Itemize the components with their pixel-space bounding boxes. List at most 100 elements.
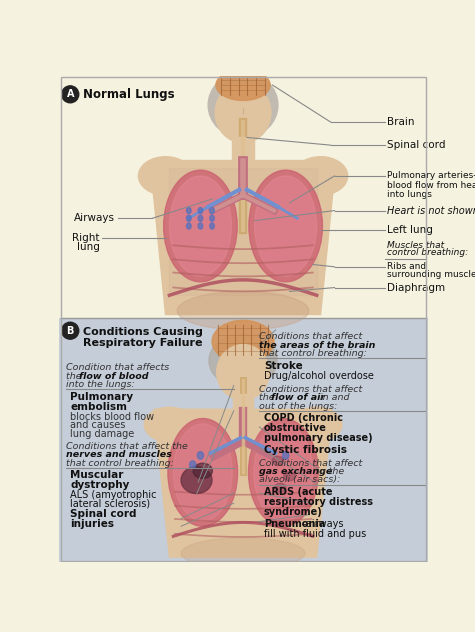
Ellipse shape [198,216,203,221]
Ellipse shape [187,207,191,214]
Text: Muscular: Muscular [70,470,124,480]
Text: Respiratory Failure: Respiratory Failure [83,338,202,348]
Text: in and: in and [317,393,350,402]
Ellipse shape [255,176,317,276]
Text: Ribs and: Ribs and [387,262,427,271]
Ellipse shape [198,223,203,229]
Ellipse shape [209,334,277,387]
Text: embolism: embolism [70,401,127,411]
Ellipse shape [212,320,274,363]
Text: Pulmonary: Pulmonary [70,392,133,401]
Bar [59,319,428,562]
Text: Pneumonia: Pneumonia [264,519,325,528]
Polygon shape [154,410,332,557]
Circle shape [62,322,79,339]
Ellipse shape [181,466,212,494]
Text: that control breathing:: that control breathing: [66,459,173,468]
Text: and causes: and causes [70,420,125,430]
Text: Conditions Causing: Conditions Causing [83,327,202,337]
Ellipse shape [217,344,269,400]
Text: syndrome): syndrome) [264,507,323,517]
Ellipse shape [193,463,212,478]
Text: out of the lungs:: out of the lungs: [259,401,338,411]
Text: flow of blood: flow of blood [79,372,148,380]
Text: flow of air: flow of air [271,393,325,402]
Ellipse shape [284,471,295,481]
Ellipse shape [216,70,270,100]
Ellipse shape [215,83,271,143]
Ellipse shape [208,73,278,138]
Bar [232,137,254,161]
Text: the: the [259,393,278,402]
Text: Muscles that: Muscles that [387,241,444,250]
Text: Condition that affects: Condition that affects [66,363,169,372]
Text: –airways: –airways [301,519,344,528]
Ellipse shape [177,291,309,330]
Ellipse shape [170,176,231,276]
Text: ): ) [242,107,245,114]
Ellipse shape [197,452,203,459]
Text: Spinal cord: Spinal cord [70,509,137,519]
Bar [170,168,317,295]
Text: control breathing:: control breathing: [387,248,468,257]
Text: nerves and muscles: nerves and muscles [66,450,171,459]
Ellipse shape [275,483,286,492]
Ellipse shape [283,452,289,459]
Bar [233,394,253,413]
Circle shape [62,86,79,103]
Ellipse shape [210,207,214,214]
Ellipse shape [248,418,318,526]
Ellipse shape [187,223,191,229]
Text: Left lung: Left lung [387,225,433,235]
Ellipse shape [198,207,203,214]
Text: pulmonary disease): pulmonary disease) [264,433,372,443]
Text: A: A [66,89,74,99]
Text: dystrophy: dystrophy [70,480,130,490]
Text: blocks blood flow: blocks blood flow [70,411,154,422]
Text: obstructive: obstructive [264,423,327,433]
Polygon shape [150,161,336,315]
Text: gas exchange: gas exchange [259,467,332,476]
Text: Diaphragm: Diaphragm [387,283,446,293]
Text: Brain: Brain [387,117,415,127]
Text: lateral sclerosis): lateral sclerosis) [70,499,151,509]
Ellipse shape [163,170,237,282]
Text: Normal Lungs: Normal Lungs [83,88,174,101]
Ellipse shape [210,223,214,229]
Ellipse shape [181,538,305,569]
Text: into lungs: into lungs [387,190,432,199]
Text: that control breathing:: that control breathing: [259,349,367,358]
Text: Heart is not shown: Heart is not shown [387,205,475,216]
Text: Stroke: Stroke [264,361,303,371]
Text: lung damage: lung damage [70,428,134,439]
Text: Conditions that affect the: Conditions that affect the [66,442,188,451]
Ellipse shape [254,424,313,521]
Text: in the: in the [314,467,344,476]
Text: the areas of the brain: the areas of the brain [259,341,376,349]
Ellipse shape [190,461,196,468]
Text: Airways: Airways [74,213,115,223]
Text: lung: lung [77,242,100,252]
Text: Cystic fibrosis: Cystic fibrosis [264,445,347,454]
Bar [59,76,428,319]
Text: surrounding muscles: surrounding muscles [387,270,475,279]
Ellipse shape [144,408,195,442]
Text: B: B [66,325,74,336]
Ellipse shape [294,157,348,195]
Text: ALS (amyotrophic: ALS (amyotrophic [70,490,157,500]
Ellipse shape [210,216,214,221]
Ellipse shape [187,216,191,221]
Ellipse shape [138,157,193,195]
Text: Conditions that affect: Conditions that affect [259,332,362,341]
Ellipse shape [292,408,342,442]
Ellipse shape [168,418,238,526]
Ellipse shape [173,424,232,521]
Text: the: the [66,372,84,380]
Text: Right: Right [72,233,100,243]
Text: Drug/alcohol overdose: Drug/alcohol overdose [264,371,374,380]
Text: Spinal cord: Spinal cord [387,140,446,150]
Text: alveoli (air sacs):: alveoli (air sacs): [259,475,341,485]
Text: Conditions that affect: Conditions that affect [259,459,362,468]
Text: Pulmonary arteries–: Pulmonary arteries– [387,171,475,181]
Text: COPD (chronic: COPD (chronic [264,413,343,423]
